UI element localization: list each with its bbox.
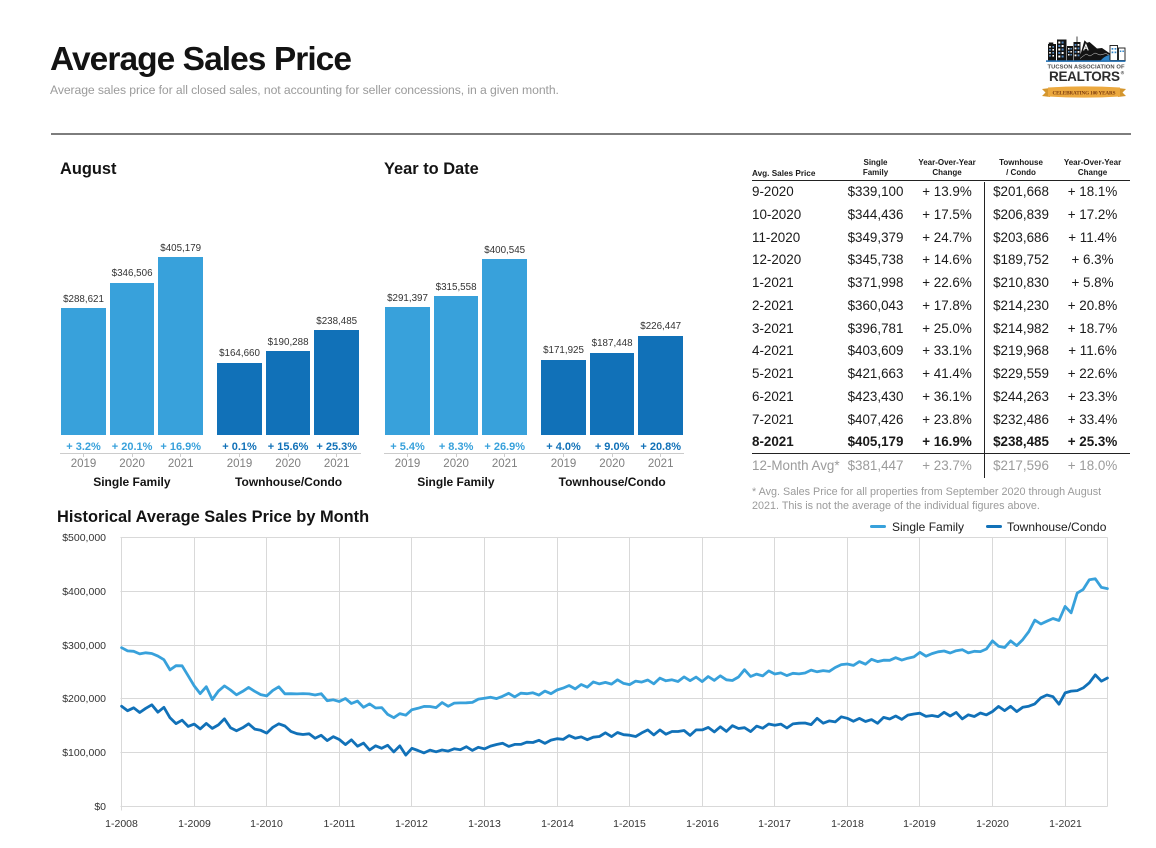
svg-text:1-2010: 1-2010 <box>250 818 283 830</box>
svg-text:1-2018: 1-2018 <box>831 818 864 830</box>
svg-text:1-2008: 1-2008 <box>105 818 138 830</box>
svg-text:$500,000: $500,000 <box>62 532 106 544</box>
svg-text:1-2014: 1-2014 <box>541 818 574 830</box>
svg-text:®: ® <box>1121 70 1125 76</box>
svg-text:REALTORS: REALTORS <box>1049 69 1120 84</box>
svg-text:1-2019: 1-2019 <box>903 818 936 830</box>
svg-text:$100,000: $100,000 <box>62 747 106 759</box>
svg-text:TUCSON ASSOCIATION OF: TUCSON ASSOCIATION OF <box>1048 65 1125 71</box>
svg-text:$400,000: $400,000 <box>62 586 106 598</box>
svg-text:1-2013: 1-2013 <box>468 818 501 830</box>
svg-text:1-2017: 1-2017 <box>758 818 791 830</box>
svg-text:1-2011: 1-2011 <box>324 818 356 830</box>
svg-text:$200,000: $200,000 <box>62 693 106 705</box>
svg-text:1-2021: 1-2021 <box>1049 818 1082 830</box>
svg-text:1-2016: 1-2016 <box>686 818 719 830</box>
svg-text:1-2012: 1-2012 <box>395 818 428 830</box>
svg-text:$0: $0 <box>94 801 106 813</box>
svg-text:CELEBRATING 100 YEARS: CELEBRATING 100 YEARS <box>1053 90 1116 96</box>
svg-text:1-2015: 1-2015 <box>613 818 646 830</box>
svg-text:1-2009: 1-2009 <box>178 818 211 830</box>
svg-text:1-2020: 1-2020 <box>976 818 1009 830</box>
svg-text:$300,000: $300,000 <box>62 640 106 652</box>
